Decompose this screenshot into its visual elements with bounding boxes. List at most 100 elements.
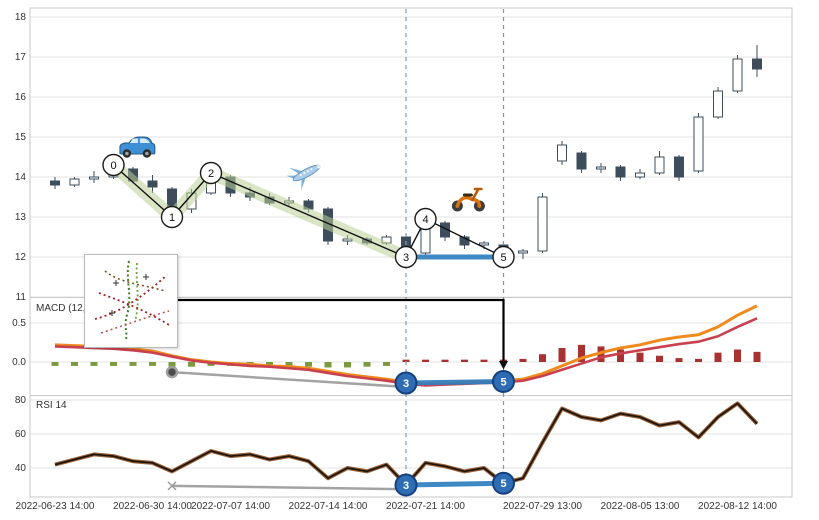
candle (693, 116, 704, 172)
annotation-point-2-price-label: 2 (208, 168, 214, 180)
annotation-point-3-macd[interactable] (394, 371, 418, 395)
macd-histogram-bar (636, 352, 644, 362)
macd-histogram-bar (656, 355, 663, 362)
candle (576, 152, 587, 170)
macd-histogram-bar (714, 352, 722, 362)
candle (147, 180, 158, 188)
rsi-label: RSI 14 (36, 400, 67, 411)
candle (615, 166, 626, 178)
candle (518, 250, 528, 254)
annotation-point-3-price[interactable] (394, 245, 418, 269)
annotation-point-3-macd-label: 3 (403, 378, 409, 390)
annotation-point-1-price[interactable] (160, 205, 184, 229)
x-axis-label: 2022-08-12 14:00 (698, 501, 777, 512)
candle (713, 90, 723, 118)
annotation-point-5-price[interactable] (492, 245, 515, 269)
macd-histogram-bar (402, 359, 410, 362)
price-ytick: 16 (15, 92, 27, 103)
inset-sketch-svg (94, 260, 170, 342)
candle (50, 180, 60, 186)
candle (89, 176, 99, 180)
macd-histogram-bar (578, 344, 585, 362)
blue-trendline-rsi[interactable] (403, 480, 506, 488)
macd-histogram-bar (383, 362, 390, 366)
candle (557, 144, 567, 162)
annotation-point-5-macd[interactable] (492, 370, 515, 393)
macd-label: MACD (12, 26, 9) (36, 303, 114, 314)
macd-ytick: 0.5 (12, 318, 26, 329)
candle (537, 196, 548, 252)
x-axis-label: 2022-06-30 14:00 (113, 501, 192, 512)
macd-histogram-bar (519, 358, 527, 362)
candle (596, 166, 606, 170)
macd-histogram-bar (461, 359, 468, 362)
candle (732, 58, 743, 92)
annotation-point-3-price-label: 3 (403, 252, 409, 264)
annotation-point-0-price[interactable] (102, 153, 125, 177)
macd-histogram-bar (675, 358, 683, 362)
macd-histogram-bar (110, 362, 117, 366)
macd-histogram-bar (695, 358, 702, 362)
x-marker (167, 481, 177, 491)
gray-dot[interactable] (165, 365, 179, 379)
macd-histogram-bar (168, 362, 176, 367)
candle (635, 172, 645, 178)
macd-histogram-bar (734, 349, 741, 362)
annotation-point-3-rsi-label: 3 (403, 480, 409, 492)
x-axis-label: 2022-06-23 14:00 (16, 501, 95, 512)
x-axis-label: 2022-07-07 14:00 (191, 501, 270, 512)
candle (479, 242, 489, 246)
macd-histogram-bar (363, 362, 371, 367)
annotation-point-0-price-label: 0 (110, 160, 116, 172)
price-ytick: 14 (15, 172, 27, 183)
annotation-point-5-price-label: 5 (500, 252, 506, 264)
price-ytick: 17 (15, 52, 27, 63)
macd-histogram-bar (149, 362, 156, 366)
macd-histogram-bar (422, 359, 429, 362)
price-ytick: 12 (15, 252, 27, 263)
inset-thumbnail[interactable] (84, 254, 178, 348)
macd-histogram-bar (71, 362, 78, 366)
candle (459, 236, 470, 246)
macd-histogram-bar (90, 362, 98, 366)
macd-histogram-bar (539, 354, 546, 362)
annotation-point-5-macd-label: 5 (500, 376, 506, 388)
x-axis-label: 2022-07-29 13:00 (503, 501, 582, 512)
scooter-icon[interactable] (451, 187, 485, 212)
gray-connector-macd[interactable] (171, 370, 407, 389)
macd-histogram-bar (266, 362, 273, 366)
macd-histogram-bar (129, 362, 137, 366)
gray-connector-rsi[interactable] (171, 484, 407, 491)
macd-histogram-bar (617, 349, 624, 362)
annotation-point-5-rsi[interactable] (492, 471, 515, 495)
zigzag-line[interactable] (113, 164, 504, 258)
macd-histogram-bar (480, 359, 488, 362)
candle (69, 178, 80, 186)
black-connector-arrow (499, 361, 508, 370)
macd-histogram-bar (305, 362, 312, 367)
car-icon[interactable] (119, 136, 156, 158)
plot-border (29, 7, 793, 498)
rsi-ytick: 80 (15, 395, 27, 406)
blue-trendline-macd[interactable] (403, 379, 506, 386)
annotation-point-5-rsi-label: 5 (500, 478, 506, 490)
macd-histogram-bar (344, 362, 351, 368)
candle (752, 58, 762, 70)
annotation-point-3-rsi[interactable] (394, 473, 418, 497)
rsi-ytick: 60 (15, 429, 27, 440)
price-ytick: 13 (15, 212, 27, 223)
annotation-point-2-price[interactable] (199, 161, 223, 185)
macd-histogram-bar (558, 347, 566, 362)
macd-histogram-bar (597, 346, 605, 362)
x-axis-label: 2022-08-05 13:00 (601, 501, 680, 512)
x-axis-label: 2022-07-14 14:00 (289, 501, 368, 512)
macd-histogram-bar (188, 362, 195, 367)
macd-histogram-bar (441, 359, 449, 362)
annotation-point-4-price[interactable] (414, 207, 437, 231)
price-ytick: 15 (15, 132, 27, 143)
black-connector[interactable] (172, 298, 505, 361)
annotation-point-4-price-label: 4 (422, 214, 428, 226)
rsi-ytick: 40 (15, 463, 27, 474)
